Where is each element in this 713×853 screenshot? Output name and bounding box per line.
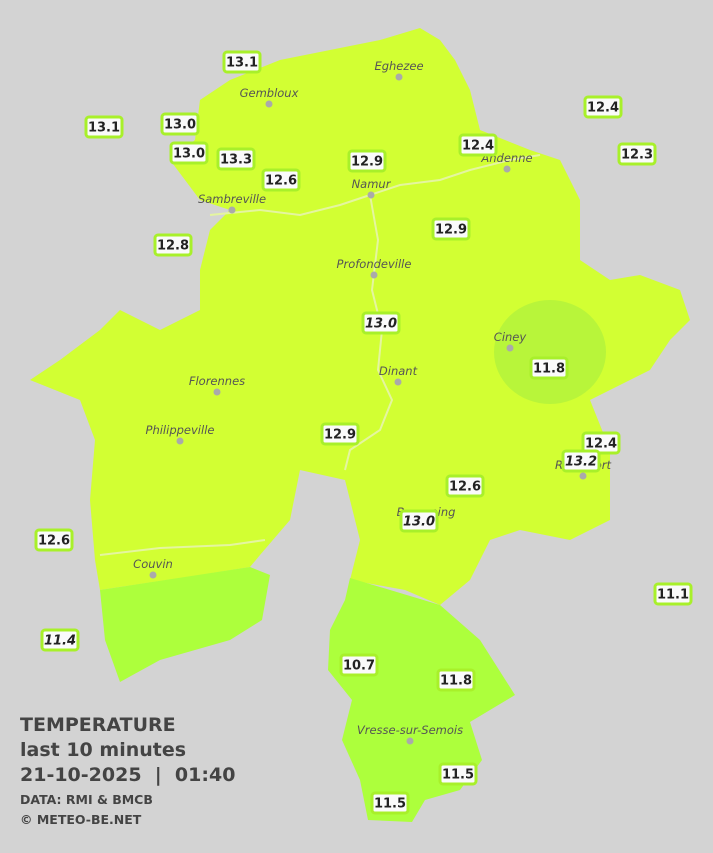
- station-temp: 11.8: [440, 674, 472, 689]
- river: [344, 194, 394, 471]
- warm-spot: [494, 300, 606, 404]
- station-temp: 12.4: [462, 139, 494, 154]
- station-temp: 12.6: [265, 174, 297, 189]
- river: [209, 154, 541, 217]
- station-box: [581, 431, 621, 455]
- station-temp: 13.0: [403, 515, 435, 530]
- station-temp: 12.9: [324, 428, 356, 443]
- region-south-west: [100, 567, 270, 682]
- station-temp: 13.1: [88, 121, 120, 136]
- town-dot: [370, 271, 378, 279]
- town-dot: [579, 472, 587, 480]
- station-box: [160, 112, 200, 136]
- datetime: 21-10-2025 | 01:40: [20, 764, 235, 786]
- town-label: Profondeville: [337, 257, 412, 271]
- station-temp: 11.5: [374, 797, 406, 812]
- station-temp: 13.0: [164, 118, 196, 133]
- station-box: [169, 141, 209, 165]
- station-temp: 11.5: [442, 768, 474, 783]
- station-box: [370, 791, 410, 815]
- station-box: [222, 50, 262, 74]
- station-temp: 13.3: [220, 153, 252, 168]
- station-box: [438, 762, 478, 786]
- station-box: [84, 115, 124, 139]
- town-dot: [394, 378, 402, 386]
- station-box: [40, 628, 80, 652]
- station-box: [653, 582, 693, 606]
- station-temp: 12.6: [449, 480, 481, 495]
- town-label: Ciney: [494, 330, 527, 344]
- town-dot: [506, 344, 514, 352]
- station-temp: 13.0: [173, 147, 205, 162]
- subtitle: last 10 minutes: [20, 739, 186, 761]
- town-dot: [406, 737, 414, 745]
- station-temp: 12.9: [351, 155, 383, 170]
- station-box: [261, 168, 301, 192]
- town-dot: [503, 165, 511, 173]
- station-temp: 12.8: [157, 239, 189, 254]
- station-box: [561, 449, 601, 473]
- town-dot: [265, 100, 273, 108]
- town-label: Dinant: [379, 364, 418, 378]
- town-label: Couvin: [133, 557, 173, 571]
- station-temp: 12.6: [38, 534, 70, 549]
- station-temp: 12.4: [587, 101, 619, 116]
- station-temp: 11.1: [657, 588, 689, 603]
- town-dot: [228, 206, 236, 214]
- credit: © METEO-BE.NET: [20, 812, 142, 827]
- station-temp: 13.1: [226, 56, 258, 71]
- station-temp: 12.4: [585, 437, 617, 452]
- region-south: [328, 578, 515, 822]
- station-temp: 13.0: [365, 317, 397, 332]
- station-box: [399, 509, 439, 533]
- station-temp: 13.2: [565, 455, 597, 470]
- town-dot: [395, 73, 403, 81]
- station-box: [458, 133, 498, 157]
- station-temp: 11.8: [533, 362, 565, 377]
- station-box: [320, 422, 360, 446]
- station-box: [34, 528, 74, 552]
- station-box: [445, 474, 485, 498]
- station-box: [529, 356, 569, 380]
- station-temp: 12.9: [435, 223, 467, 238]
- title: TEMPERATURE: [20, 714, 176, 736]
- town-label: Namur: [352, 177, 392, 191]
- station-box: [583, 95, 623, 119]
- station-temp: 11.4: [44, 634, 76, 649]
- station-temp: 12.3: [621, 148, 653, 163]
- region-north: [30, 28, 690, 605]
- town-label: Gembloux: [240, 86, 299, 100]
- station-box: [617, 142, 657, 166]
- river: [99, 539, 266, 556]
- station-box: [431, 217, 471, 241]
- station-box: [347, 149, 387, 173]
- town-label: Eghezee: [374, 59, 423, 73]
- town-label: Florennes: [189, 374, 245, 388]
- source: DATA: RMI & BMCB: [20, 792, 153, 807]
- town-label: Sambreville: [198, 192, 266, 206]
- town-dot: [149, 571, 157, 579]
- town-dot: [176, 437, 184, 445]
- town-dot: [367, 191, 375, 199]
- town-label: Vresse-sur-Semois: [357, 723, 463, 737]
- station-temp: 10.7: [343, 659, 375, 674]
- station-box: [436, 668, 476, 692]
- station-box: [361, 311, 401, 335]
- town-dot: [213, 388, 221, 396]
- town-label: Philippeville: [146, 423, 215, 437]
- station-box: [216, 147, 256, 171]
- station-box: [153, 233, 193, 257]
- station-box: [339, 653, 379, 677]
